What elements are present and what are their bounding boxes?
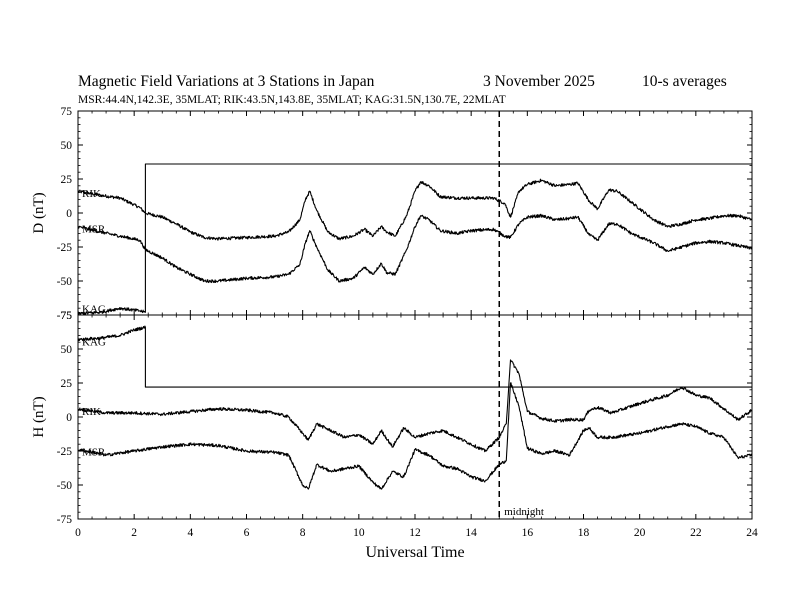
series-line-D-msr: [77, 213, 753, 284]
series-label-H-kag: KAG: [82, 336, 106, 348]
x-tick-label: 12: [409, 527, 421, 539]
x-tick-label: 20: [634, 527, 646, 539]
x-tick-label: 2: [131, 527, 137, 539]
midnight-label: midnight: [504, 506, 544, 518]
y-tick-label-D: 0: [66, 208, 72, 220]
series-line-H-msr: [77, 382, 753, 490]
y-tick-label-D: 75: [61, 106, 73, 118]
x-tick-label: 8: [300, 527, 306, 539]
x-tick-label: 4: [187, 527, 193, 539]
y-tick-label-H: 0: [66, 412, 72, 424]
y-tick-label-H: -50: [57, 480, 73, 492]
chart-averaging: 10-s averages: [642, 73, 727, 90]
series-line-D-kag: [77, 163, 752, 316]
y-tick-label-D: 25: [61, 174, 73, 186]
y-tick-label-D: -25: [57, 242, 73, 254]
x-tick-label: 24: [746, 527, 758, 539]
y-tick-label-H: 25: [61, 378, 73, 390]
x-tick-label: 0: [75, 527, 81, 539]
series-label-D-msr: MSR: [82, 224, 106, 236]
y-tick-label-D: -75: [57, 310, 73, 322]
station-info: MSR:44.4N,142.3E, 35MLAT; RIK:43.5N,143.…: [78, 94, 506, 106]
x-axis-label: Universal Time: [365, 544, 464, 561]
y-tick-label-H: 75: [61, 310, 73, 322]
y-tick-label-D: -50: [57, 276, 73, 288]
y-tick-label-H: -75: [57, 514, 73, 526]
series-label-H-msr: MSR: [82, 447, 106, 459]
series-line-H-kag: [77, 325, 752, 388]
x-tick-label: 6: [244, 527, 250, 539]
series-label-D-rik: RIK: [82, 188, 101, 200]
y-axis-label-H: H (nT): [31, 396, 47, 437]
chart-title: Magnetic Field Variations at 3 Stations …: [78, 73, 375, 90]
y-axis-label-D: D (nT): [31, 192, 47, 233]
series-label-H-rik: RIK: [82, 406, 101, 418]
series-line-H-rik: [77, 359, 753, 453]
x-tick-label: 14: [465, 527, 477, 539]
y-tick-label-D: 50: [61, 140, 73, 152]
x-tick-label: 16: [522, 527, 534, 539]
series-label-D-kag: KAG: [82, 304, 106, 316]
panel-frame-H: [77, 314, 753, 520]
x-tick-label: 10: [353, 527, 365, 539]
x-tick-label: 18: [578, 527, 590, 539]
y-tick-label-H: 50: [61, 344, 73, 356]
chart-date: 3 November 2025: [483, 73, 595, 90]
y-tick-label-H: -25: [57, 446, 73, 458]
x-tick-label: 22: [690, 527, 702, 539]
series-line-D-rik: [77, 178, 753, 241]
panel-frame-D: [77, 110, 753, 316]
